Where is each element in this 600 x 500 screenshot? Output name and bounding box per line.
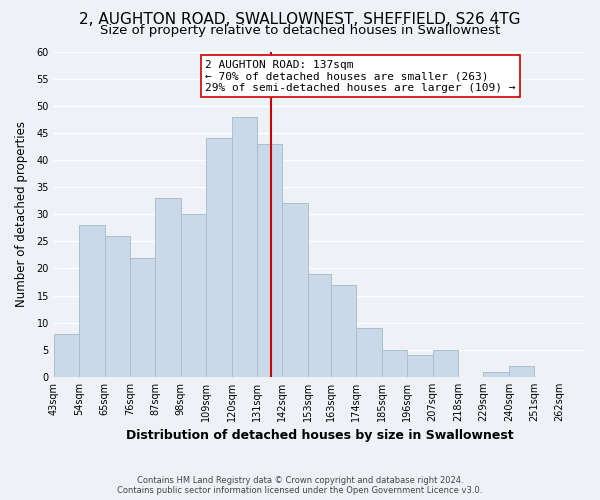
Bar [356,328,382,377]
Bar [283,204,308,377]
Bar [104,236,130,377]
Bar [382,350,407,377]
Y-axis label: Number of detached properties: Number of detached properties [15,121,28,307]
Bar [130,258,155,377]
Bar [433,350,458,377]
Text: Size of property relative to detached houses in Swallownest: Size of property relative to detached ho… [100,24,500,37]
Bar [155,198,181,377]
Text: Contains HM Land Registry data © Crown copyright and database right 2024.
Contai: Contains HM Land Registry data © Crown c… [118,476,482,495]
Bar [509,366,534,377]
Text: 2, AUGHTON ROAD, SWALLOWNEST, SHEFFIELD, S26 4TG: 2, AUGHTON ROAD, SWALLOWNEST, SHEFFIELD,… [79,12,521,28]
Bar [181,214,206,377]
X-axis label: Distribution of detached houses by size in Swallownest: Distribution of detached houses by size … [125,430,513,442]
Bar [331,284,356,377]
Text: 2 AUGHTON ROAD: 137sqm
← 70% of detached houses are smaller (263)
29% of semi-de: 2 AUGHTON ROAD: 137sqm ← 70% of detached… [205,60,515,93]
Bar [484,372,509,377]
Bar [232,116,257,377]
Bar [308,274,331,377]
Bar [206,138,232,377]
Bar [53,334,79,377]
Bar [407,355,433,377]
Bar [79,225,104,377]
Bar [257,144,283,377]
